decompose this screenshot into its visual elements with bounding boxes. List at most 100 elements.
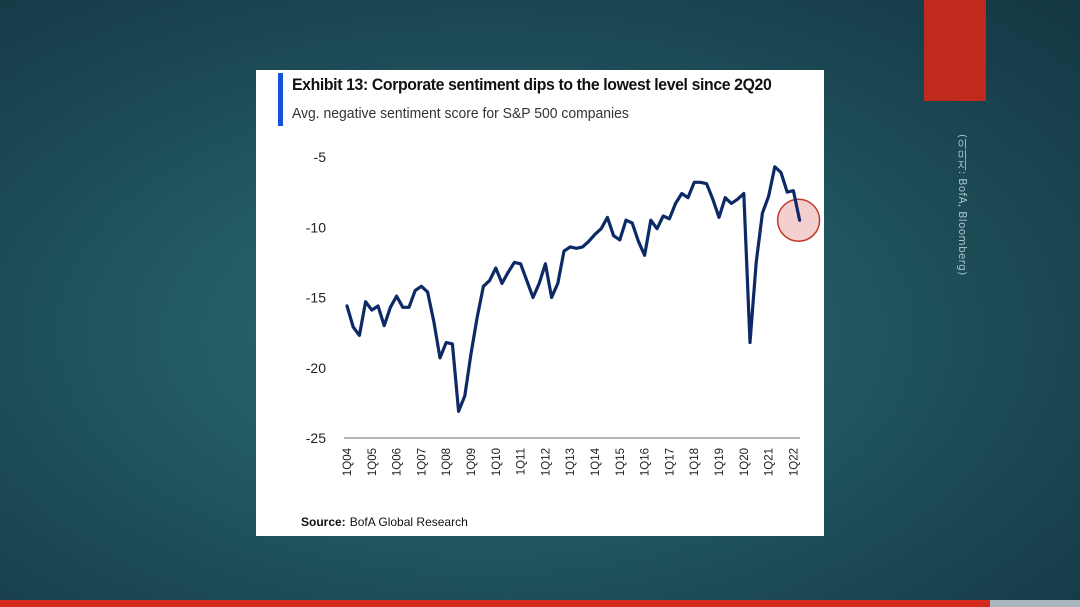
source-label: Source: [301,515,346,529]
data-point [457,410,459,412]
image-credit: (이미지: BofA, Bloomberg) [956,134,968,276]
x-tick-label: 1Q09 [466,448,478,476]
y-tick-label: -5 [314,149,327,165]
data-point [513,261,515,263]
data-point [625,219,627,221]
data-point [631,222,633,224]
data-point [606,216,608,218]
x-tick-label: 1Q12 [540,448,552,476]
y-tick-label: -25 [306,430,326,446]
data-point [358,334,360,336]
data-point [371,309,373,311]
data-point [619,239,621,241]
data-point [364,301,366,303]
x-tick-label: 1Q06 [392,448,404,476]
data-point [563,250,565,252]
data-point [482,285,484,287]
data-point [656,228,658,230]
data-point [538,282,540,284]
data-point [464,395,466,397]
data-point [377,305,379,307]
x-tick-label: 1Q07 [416,448,428,476]
data-point [755,261,757,263]
data-point [612,235,614,237]
data-point [662,215,664,217]
data-point [550,296,552,298]
x-tick-label: 1Q10 [491,448,503,476]
x-tick-label: 1Q18 [689,448,701,476]
chart-title: Exhibit 13: Corporate sentiment dips to … [292,75,772,94]
data-point [575,247,577,249]
x-tick-label: 1Q16 [640,448,652,476]
data-point [674,202,676,204]
data-point [495,267,497,269]
data-point [724,197,726,199]
data-point [519,263,521,265]
data-point [774,166,776,168]
data-point [445,341,447,343]
data-point [488,279,490,281]
source-note: Source: BofA Global Research [301,515,468,529]
data-point [792,190,794,192]
x-tick-label: 1Q05 [367,448,379,476]
data-point [352,326,354,328]
data-point [544,263,546,265]
x-tick-label: 1Q04 [342,447,354,476]
source-text: BofA Global Research [349,515,468,529]
bottom-accent-bar-end [990,600,1080,607]
data-point [780,171,782,173]
data-point [569,246,571,248]
line-chart: -5 -10 -15 -20 -25 1Q04 1Q05 1Q06 1Q07 1Q08 1Q09 1Q… [306,149,821,476]
data-point [637,240,639,242]
red-corner-tab [924,0,986,101]
data-point [730,202,732,204]
data-point [761,212,763,214]
data-point [718,216,720,218]
data-point [588,240,590,242]
data-point [687,197,689,199]
data-point [346,305,348,307]
data-point [699,181,701,183]
data-point [749,341,751,343]
data-point [501,282,503,284]
data-point [395,295,397,297]
data-point [402,306,404,308]
data-point [681,192,683,194]
x-tick-label: 1Q21 [764,448,776,476]
data-point [786,191,788,193]
x-tick-label: 1Q11 [516,448,528,475]
data-point [798,219,800,221]
data-point [668,218,670,220]
data-point [712,198,714,200]
data-point [526,279,528,281]
y-tick-label: -15 [306,290,326,306]
data-point [389,306,391,308]
series-line [345,165,802,413]
x-tick-label: 1Q14 [590,447,602,476]
data-point [433,320,435,322]
x-tick-label: 1Q22 [788,448,800,476]
data-point [451,343,453,345]
data-point [643,254,645,256]
x-tick-label: 1Q08 [441,448,453,476]
data-point [476,316,478,318]
data-point [383,324,385,326]
bottom-accent-bar [0,600,990,607]
data-point [600,228,602,230]
chart-card: Exhibit 13: Corporate sentiment dips to … [256,70,824,536]
title-accent-bar [278,73,283,126]
data-point [507,271,509,273]
data-point [705,183,707,185]
x-tick-label: 1Q19 [714,448,726,476]
data-point [439,357,441,359]
data-point [736,198,738,200]
data-point [408,306,410,308]
data-point [420,285,422,287]
data-point [414,289,416,291]
data-point [557,282,559,284]
data-point [426,291,428,293]
chart-subtitle: Avg. negative sentiment score for S&P 50… [292,105,629,122]
data-point [767,195,769,197]
y-tick-label: -10 [306,219,326,235]
data-point [581,246,583,248]
